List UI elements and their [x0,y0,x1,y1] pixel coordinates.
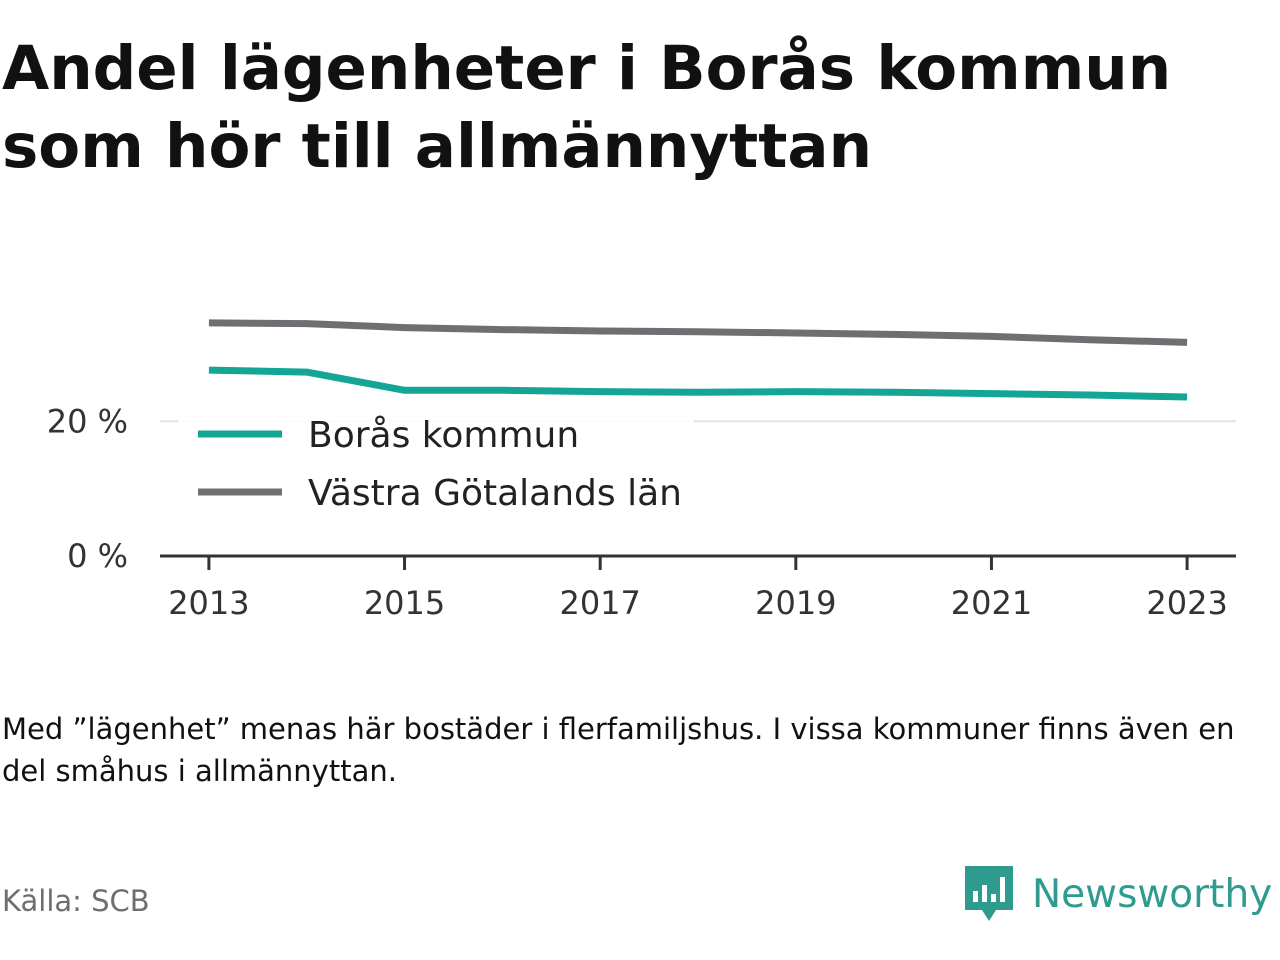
brand-name: Newsworthy [1032,871,1273,917]
series-lines [208,319,1188,401]
x-tick-label-2017: 2017 [559,584,640,622]
chart-title: Andel lägenheter i Borås kommun som hör … [2,33,1172,182]
x-axis [160,554,1236,570]
y-tick-label-0: 0 % [67,537,128,575]
legend-label-0: Borås kommun [308,415,579,456]
legend-background [178,405,694,529]
x-tick-label-2019: 2019 [755,584,836,622]
legend: Borås kommun Västra Götalands län [178,405,694,529]
x-tick-label-2013: 2013 [168,584,249,622]
series-line-1 [208,319,1188,346]
y-tick-labels: 0 % 20 % [47,402,128,575]
legend-label-1: Västra Götalands län [308,473,682,514]
series-line-0 [208,366,1188,401]
brand-logo: Newsworthy [962,862,1272,926]
x-tick-label-2015: 2015 [364,584,445,622]
x-tick-labels: 2013 2015 2017 2019 2021 2023 [168,584,1228,622]
line-chart: 2013 2015 2017 2019 2021 2023 0 % 20 % Borås k… [47,319,1236,622]
newsworthy-logo-icon [965,866,1013,921]
chart-note: Med ”lägenhet” menas här bostäder i fler… [2,712,1235,788]
x-tick-label-2021: 2021 [951,584,1032,622]
source-label: Källa: SCB [2,884,150,918]
y-tick-label-20: 20 % [47,402,128,440]
x-tick-label-2023: 2023 [1146,584,1227,622]
